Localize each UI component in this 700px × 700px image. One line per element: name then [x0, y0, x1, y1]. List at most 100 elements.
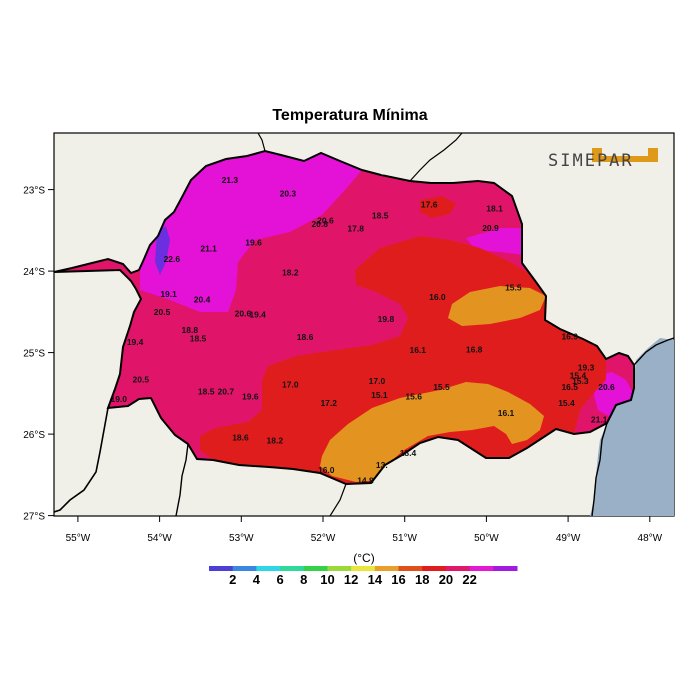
- station-value: 19.4: [127, 337, 144, 347]
- station-value: 21.3: [222, 175, 239, 185]
- station-value: 19.4: [249, 309, 266, 319]
- station-value: 18.2: [282, 268, 299, 278]
- station-value: 20.3: [280, 189, 297, 199]
- colorbar-unit: (°C): [353, 551, 374, 565]
- colorbar-label: 14: [368, 572, 383, 587]
- station-value: 18.4: [400, 448, 417, 458]
- colorbar-label: 4: [253, 572, 261, 587]
- colorbar-segment: [232, 566, 257, 571]
- station-value: 19.1: [160, 289, 177, 299]
- station-value: 21.1: [200, 243, 217, 253]
- colorbar-label: 10: [320, 572, 334, 587]
- lat-tick-label: 24°S: [23, 267, 45, 278]
- temperature-field: [54, 151, 634, 484]
- station-value: 14.8: [357, 476, 374, 486]
- station-value: 16.8: [466, 344, 483, 354]
- station-value: 16.1: [409, 345, 426, 355]
- station-value: 22.6: [164, 254, 181, 264]
- station-value: 17.0: [282, 379, 299, 389]
- boundary-line: [175, 443, 189, 516]
- station-value: 19.0: [110, 394, 127, 404]
- colorbar: 2 4 6 8 10 12 14 16 18 20 22: [209, 566, 518, 587]
- station-value: 15.4: [558, 398, 575, 408]
- colorbar-segment: [256, 566, 281, 571]
- station-value: 17.2: [320, 398, 337, 408]
- colorbar-segment: [445, 566, 471, 571]
- coastline: [591, 422, 608, 516]
- zone-22-24: [155, 226, 170, 275]
- station-value: 20.8: [311, 219, 328, 229]
- colorbar-segment: [493, 566, 518, 571]
- chart-title: Temperatura Mínima: [272, 107, 428, 124]
- station-value: 20.9: [482, 223, 499, 233]
- coastline: [633, 337, 674, 366]
- boundary-line: [257, 133, 266, 152]
- lat-tick-label: 25°S: [23, 349, 45, 360]
- zone-20-22: [140, 151, 370, 312]
- ocean: [590, 338, 674, 516]
- colorbar-label: 18: [415, 572, 429, 587]
- colorbar-label: 8: [300, 572, 307, 587]
- station-value: 15.4: [570, 370, 587, 380]
- station-values: 21.320.320.620.818.517.6 18.120.917.821.1…: [110, 175, 615, 486]
- station-value: 20.6: [235, 308, 252, 318]
- station-value: 18.1: [486, 203, 503, 213]
- lat-tick-label: 26°S: [23, 430, 45, 441]
- station-value: 13.: [376, 460, 388, 470]
- station-value: 15.6: [405, 392, 422, 402]
- station-value: 18.5: [372, 211, 389, 221]
- station-value: 16.5: [561, 382, 578, 392]
- station-value: 18.6: [232, 432, 249, 442]
- station-value: 20.7: [218, 387, 235, 397]
- station-value: 16.0: [429, 292, 446, 302]
- lon-tick-label: 55°W: [66, 533, 91, 544]
- station-value: 19.3: [578, 362, 595, 372]
- station-value: 15.5: [505, 282, 522, 292]
- station-value: 20.4: [194, 295, 211, 305]
- lon-tick-label: 49°W: [556, 533, 581, 544]
- colorbar-label: 6: [276, 572, 283, 587]
- lon-tick-label: 48°W: [638, 533, 663, 544]
- colorbar-segment: [303, 566, 328, 571]
- colorbar-segment: [374, 566, 400, 571]
- colorbar-segment: [351, 566, 376, 571]
- station-value: 18.6: [297, 332, 314, 342]
- station-value: 16.1: [498, 408, 515, 418]
- station-value: 20.6: [317, 216, 334, 226]
- lon-tick-label: 52°W: [311, 533, 336, 544]
- station-value: 19.6: [245, 238, 262, 248]
- station-value: 18.2: [267, 436, 284, 446]
- colorbar-label: 16: [391, 572, 405, 587]
- colorbar-segment: [280, 566, 305, 571]
- colorbar-segment: [209, 566, 234, 571]
- colorbar-segment: [469, 566, 494, 571]
- station-value: 16.0: [318, 465, 335, 475]
- station-value: 17.8: [347, 224, 364, 234]
- station-value: 19.6: [242, 392, 259, 402]
- station-value: 20.6: [598, 382, 615, 392]
- station-value: 17.6: [421, 199, 438, 209]
- station-value: 18.5: [198, 387, 215, 397]
- axis-ticks: 55°W 54°W 53°W 52°W 51°W 50°W 49°W 48°W 23°S 24°S…: [23, 186, 662, 544]
- lat-tick-label: 23°S: [23, 186, 45, 197]
- station-value: 18.5: [190, 334, 207, 344]
- station-value: 15.5: [433, 382, 450, 392]
- station-value: 21.1: [591, 414, 608, 424]
- colorbar-label: 20: [439, 572, 453, 587]
- station-value: 15.1: [371, 390, 388, 400]
- boundary-line: [54, 407, 109, 513]
- boundary-line: [329, 483, 347, 516]
- station-value: 19.8: [378, 314, 395, 324]
- zone-14-16: [320, 382, 544, 482]
- logo-text: SIMEPAR: [548, 151, 634, 171]
- simepar-logo: SIMEPAR: [548, 148, 658, 171]
- boundary-line: [409, 133, 463, 182]
- station-value: 20.5: [154, 307, 171, 317]
- colorbar-label: 22: [462, 572, 476, 587]
- station-value: 16.9: [561, 331, 578, 341]
- colorbar-segment: [422, 566, 447, 571]
- logo-mark: [592, 148, 658, 162]
- station-value: 18.8: [182, 325, 199, 335]
- lon-tick-label: 53°W: [229, 533, 254, 544]
